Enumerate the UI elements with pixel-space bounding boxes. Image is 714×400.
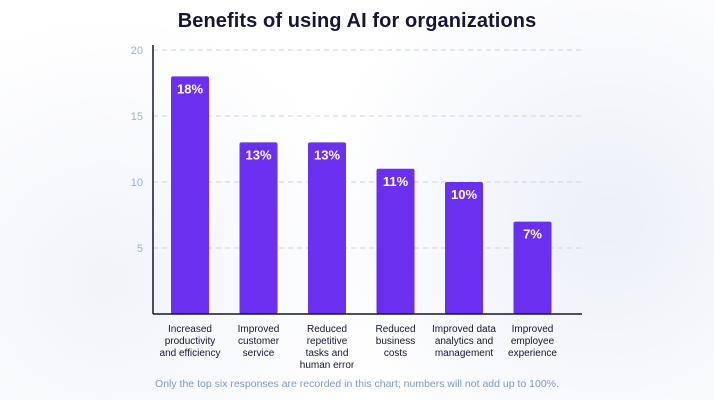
- y-tick-label: 5: [137, 243, 143, 255]
- x-tick-label: Improved employee experience: [508, 324, 557, 359]
- bar-value-label: 10%: [451, 187, 477, 202]
- bar-value-label: 18%: [177, 81, 203, 96]
- x-tick-label: Reduced business costs: [375, 324, 415, 359]
- bar: [239, 142, 278, 314]
- bar: [308, 142, 346, 314]
- x-tick-label: Reduced repetitive tasks and human error: [300, 324, 355, 371]
- chart-footnote: Only the top six responses are recorded …: [155, 378, 559, 390]
- y-tick-label: 15: [131, 111, 143, 123]
- bar: [171, 76, 209, 315]
- y-tick-label: 10: [131, 177, 143, 189]
- bar: [513, 221, 552, 314]
- chart-title: Benefits of using AI for organizations: [177, 10, 537, 32]
- x-tick-label: Improved customer service: [238, 324, 280, 359]
- x-tick-label: Improved data analytics and management: [432, 324, 496, 359]
- bar-value-label: 11%: [383, 174, 409, 189]
- bar-value-label: 7%: [523, 227, 542, 242]
- bar-value-label: 13%: [314, 147, 340, 162]
- bar-value-label: 13%: [245, 147, 271, 162]
- x-tick-label: Increased productivity and efficiency: [160, 324, 221, 359]
- bar: [376, 168, 415, 314]
- bar: [445, 182, 483, 314]
- y-tick-label: 20: [131, 45, 143, 57]
